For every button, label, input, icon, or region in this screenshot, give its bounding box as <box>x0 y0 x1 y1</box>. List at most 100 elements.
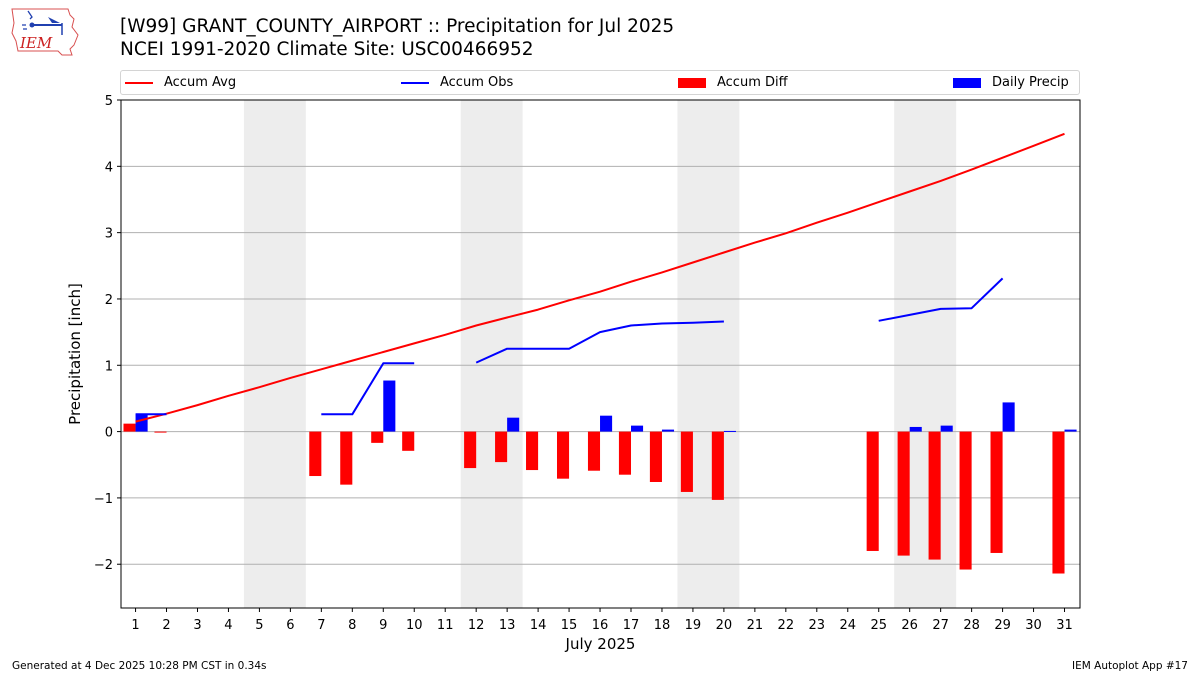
x-tick-label: 11 <box>437 618 454 633</box>
accum-diff-bar <box>526 431 539 471</box>
accum-diff-bar <box>402 431 415 451</box>
accum-obs-line <box>878 277 1004 322</box>
legend-label-daily-precip: Daily Precip <box>992 75 1069 90</box>
legend: Accum Avg Accum Obs Accum Diff Daily Pre… <box>120 70 1080 95</box>
daily-precip-bar <box>631 425 644 432</box>
legend-swatch-daily-precip <box>953 77 981 88</box>
daily-precip-bar <box>940 425 953 432</box>
x-tick-label: 25 <box>870 618 887 633</box>
accum-diff-bar <box>959 431 972 570</box>
y-tick-label: 4 <box>105 160 113 175</box>
x-tick-label: 19 <box>685 618 702 633</box>
accum-diff-bar <box>649 431 662 482</box>
x-axis-ticks: 1 2 3 4 5 6 7 8 9 10 11 12 13 14 15 16 17 18 19 20 21 22 23 24 2… <box>131 608 1073 633</box>
accum-diff-bar <box>123 423 136 432</box>
iem-logo: IEM <box>8 5 80 59</box>
weekend-shading <box>243 100 957 608</box>
legend-swatch-accum-avg <box>125 81 153 84</box>
x-tick-label: 31 <box>1056 618 1073 633</box>
weekend-band <box>460 100 523 608</box>
accum-diff-bars <box>123 423 1065 574</box>
y-tick-label: 1 <box>105 359 113 374</box>
accum-avg-line <box>135 132 1065 423</box>
x-tick-label: 16 <box>592 618 609 633</box>
accum-diff-bar <box>371 431 384 443</box>
chart-title: [W99] GRANT_COUNTY_AIRPORT :: Precipitat… <box>120 16 675 37</box>
daily-precip-bar <box>1002 402 1015 432</box>
legend-item-accum-obs: Accum Obs <box>401 71 513 94</box>
x-tick-label: 23 <box>809 618 826 633</box>
legend-item-daily-precip: Daily Precip <box>953 71 1069 94</box>
accum-diff-bar <box>711 431 724 500</box>
iem-logo-graphic: IEM <box>11 8 79 56</box>
chart-subtitle: NCEI 1991-2020 Climate Site: USC00466952 <box>120 39 534 60</box>
daily-precip-bars <box>135 380 1077 432</box>
x-tick-label: 7 <box>317 618 325 633</box>
x-tick-label: 29 <box>994 618 1011 633</box>
accum-diff-bar <box>340 431 353 485</box>
x-axis-label: July 2025 <box>565 635 636 653</box>
daily-precip-bar <box>507 417 520 432</box>
x-tick-label: 5 <box>255 618 263 633</box>
x-tick-label: 2 <box>162 618 170 633</box>
x-tick-label: 9 <box>379 618 387 633</box>
x-tick-label: 14 <box>530 618 547 633</box>
generated-timestamp: Generated at 4 Dec 2025 10:28 PM CST in … <box>12 660 267 672</box>
x-tick-label: 26 <box>901 618 918 633</box>
x-tick-label: 21 <box>747 618 764 633</box>
legend-swatch-accum-obs <box>401 81 429 84</box>
accum-diff-bar <box>866 431 879 551</box>
y-tick-label: −1 <box>94 492 113 507</box>
x-tick-label: 4 <box>224 618 232 633</box>
legend-item-accum-diff: Accum Diff <box>678 71 788 94</box>
legend-label-accum-diff: Accum Diff <box>717 75 788 90</box>
accum-diff-bar <box>495 431 508 463</box>
x-tick-label: 13 <box>499 618 516 633</box>
accum-diff-bar <box>1052 431 1065 574</box>
x-tick-label: 27 <box>932 618 949 633</box>
x-tick-label: 3 <box>193 618 201 633</box>
app-credit: IEM Autoplot App #17 <box>1072 660 1188 672</box>
x-tick-label: 20 <box>716 618 733 633</box>
y-tick-label: 3 <box>105 227 113 242</box>
accum-obs-line <box>321 362 415 416</box>
y-tick-label: 5 <box>105 94 113 109</box>
accum-diff-bar <box>587 431 601 471</box>
x-tick-label: 8 <box>348 618 356 633</box>
daily-precip-bar <box>383 380 396 432</box>
accum-diff-bar <box>464 431 477 469</box>
weekend-band <box>677 100 740 608</box>
daily-precip-bar <box>723 430 736 432</box>
x-tick-label: 1 <box>131 618 139 633</box>
x-tick-label: 10 <box>406 618 423 633</box>
x-tick-label: 6 <box>286 618 294 633</box>
accum-diff-bar <box>556 431 570 479</box>
y-axis-ticks: −2 −1 0 1 2 3 4 5 <box>94 94 121 573</box>
x-tick-label: 28 <box>963 618 980 633</box>
accum-diff-bar <box>618 431 632 475</box>
accum-diff-bar <box>897 431 910 556</box>
x-tick-label: 18 <box>654 618 671 633</box>
y-tick-label: 0 <box>105 426 113 441</box>
daily-precip-bar <box>661 429 675 432</box>
accum-diff-bar <box>154 431 167 433</box>
accum-obs-line <box>475 320 724 364</box>
legend-item-accum-avg: Accum Avg <box>125 71 236 94</box>
accum-diff-bar <box>309 431 322 477</box>
logo-text: IEM <box>19 34 53 52</box>
legend-swatch-accum-diff <box>678 77 706 88</box>
y-tick-label: −2 <box>94 558 113 573</box>
x-tick-label: 30 <box>1025 618 1042 633</box>
accum-diff-bar <box>990 431 1003 553</box>
x-tick-label: 12 <box>468 618 485 633</box>
x-tick-label: 15 <box>561 618 578 633</box>
y-axis-label: Precipitation [inch] <box>66 283 84 425</box>
weekend-band <box>243 100 306 608</box>
legend-label-accum-avg: Accum Avg <box>164 75 237 90</box>
legend-label-accum-obs: Accum Obs <box>440 75 514 90</box>
x-tick-label: 17 <box>623 618 640 633</box>
x-tick-label: 22 <box>778 618 795 633</box>
y-tick-label: 2 <box>105 293 113 308</box>
daily-precip-bar <box>909 426 922 432</box>
